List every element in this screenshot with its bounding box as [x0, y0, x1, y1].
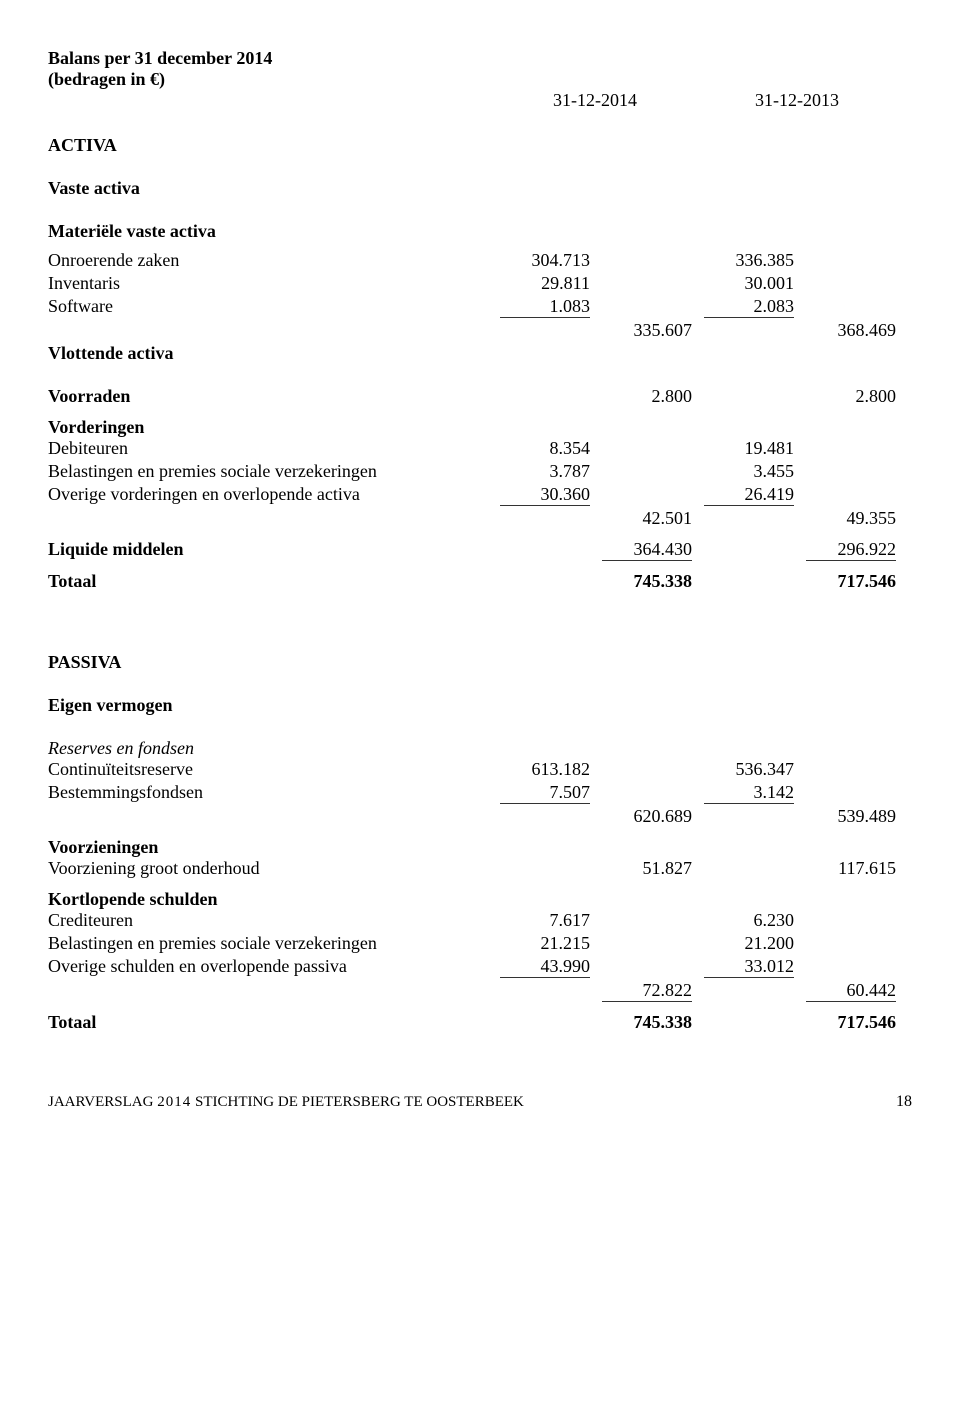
- footer-post: STICHTING DE PIETERSBERG TE OOSTERBEEK: [191, 1094, 524, 1110]
- label-overige-sch: Overige schulden en overlopende passiva: [48, 956, 488, 977]
- row-kort-totaal: 72.822 60.442: [48, 980, 912, 1002]
- val: 539.489: [806, 806, 896, 827]
- label-totaal-passiva: Totaal: [48, 1012, 488, 1033]
- vlottende-header: Vlottende activa: [48, 343, 912, 364]
- label-onroerende: Onroerende zaken: [48, 250, 488, 271]
- val: 2.083: [704, 296, 794, 318]
- val: 717.546: [806, 1012, 896, 1033]
- val: 30.001: [704, 273, 794, 294]
- val: 745.338: [602, 571, 692, 592]
- row-liquide: Liquide middelen 364.430 296.922: [48, 539, 912, 561]
- val: 19.481: [704, 438, 794, 459]
- val: 21.215: [500, 933, 590, 954]
- row-crediteuren: Crediteuren 7.617 6.230: [48, 910, 912, 931]
- val: 7.617: [500, 910, 590, 931]
- label-crediteuren: Crediteuren: [48, 910, 488, 931]
- val: 30.360: [500, 484, 590, 506]
- val: 745.338: [602, 1012, 692, 1033]
- val: 2.800: [602, 386, 692, 407]
- row-passiva-totaal: Totaal 745.338 717.546: [48, 1012, 912, 1033]
- val: 29.811: [500, 273, 590, 294]
- val: 117.615: [806, 858, 896, 879]
- row-inventaris: Inventaris 29.811 30.001: [48, 273, 912, 294]
- val: 296.922: [806, 539, 896, 561]
- date-header-row: 31-12-2014 31-12-2013: [48, 90, 912, 111]
- date-col-2: 31-12-2013: [702, 90, 892, 111]
- row-continuiteitsreserve: Continuïteitsreserve 613.182 536.347: [48, 759, 912, 780]
- label-debiteuren: Debiteuren: [48, 438, 488, 459]
- voorzieningen-header: Voorzieningen: [48, 837, 912, 858]
- label-belastingen-p: Belastingen en premies sociale verzekeri…: [48, 933, 488, 954]
- val: 717.546: [806, 571, 896, 592]
- val: 536.347: [704, 759, 794, 780]
- footer-left: JAARVERSLAG 2014 STICHTING DE PIETERSBER…: [48, 1094, 524, 1111]
- activa-header: ACTIVA: [48, 135, 912, 156]
- label-voorraden: Voorraden: [48, 386, 488, 407]
- val: 3.787: [500, 461, 590, 482]
- val: 368.469: [806, 320, 896, 341]
- row-overige-schulden: Overige schulden en overlopende passiva …: [48, 956, 912, 978]
- val: 620.689: [602, 806, 692, 827]
- passiva-header: PASSIVA: [48, 652, 912, 673]
- label-liquide: Liquide middelen: [48, 539, 488, 560]
- row-voorziening-groot: Voorziening groot onderhoud 51.827 117.6…: [48, 858, 912, 879]
- val: 613.182: [500, 759, 590, 780]
- val: 7.507: [500, 782, 590, 804]
- date-col-1: 31-12-2014: [500, 90, 690, 111]
- val: 49.355: [806, 508, 896, 529]
- row-eigen-totaal: 620.689 539.489: [48, 806, 912, 827]
- materiele-header: Materiële vaste activa: [48, 221, 912, 242]
- label-inventaris: Inventaris: [48, 273, 488, 294]
- label-voorz-groot: Voorziening groot onderhoud: [48, 858, 488, 879]
- val: 304.713: [500, 250, 590, 271]
- val: 336.385: [704, 250, 794, 271]
- vaste-activa-header: Vaste activa: [48, 178, 912, 199]
- label-totaal-activa: Totaal: [48, 571, 488, 592]
- val: 33.012: [704, 956, 794, 978]
- label-overige-vord: Overige vorderingen en overlopende activ…: [48, 484, 488, 505]
- row-debiteuren: Debiteuren 8.354 19.481: [48, 438, 912, 459]
- val: 26.419: [704, 484, 794, 506]
- footer-pre: JAARVERSLAG: [48, 1094, 157, 1110]
- val: 364.430: [602, 539, 692, 561]
- val: 43.990: [500, 956, 590, 978]
- val: 21.200: [704, 933, 794, 954]
- label-belastingen: Belastingen en premies sociale verzekeri…: [48, 461, 488, 482]
- label-continuit: Continuïteitsreserve: [48, 759, 488, 780]
- val: 6.230: [704, 910, 794, 931]
- eigen-vermogen-header: Eigen vermogen: [48, 695, 912, 716]
- val: 72.822: [602, 980, 692, 1002]
- row-vorderingen-totaal: 42.501 49.355: [48, 508, 912, 529]
- row-belastingen-activa: Belastingen en premies sociale verzekeri…: [48, 461, 912, 482]
- label-bestemming: Bestemmingsfondsen: [48, 782, 488, 803]
- vorderingen-header: Vorderingen: [48, 417, 912, 438]
- val: 3.142: [704, 782, 794, 804]
- row-belastingen-passiva: Belastingen en premies sociale verzekeri…: [48, 933, 912, 954]
- row-software: Software 1.083 2.083: [48, 296, 912, 318]
- row-bestemmingsfondsen: Bestemmingsfondsen 7.507 3.142: [48, 782, 912, 804]
- val: 3.455: [704, 461, 794, 482]
- val: 1.083: [500, 296, 590, 318]
- val: 2.800: [806, 386, 896, 407]
- kortlopende-header: Kortlopende schulden: [48, 889, 912, 910]
- title-line-1: Balans per 31 december 2014: [48, 48, 912, 69]
- label-software: Software: [48, 296, 488, 317]
- footer-year: 2014: [157, 1094, 191, 1110]
- page-footer: JAARVERSLAG 2014 STICHTING DE PIETERSBER…: [48, 1093, 912, 1111]
- row-activa-totaal: Totaal 745.338 717.546: [48, 571, 912, 592]
- title-line-2: (bedragen in €): [48, 69, 912, 90]
- reserves-header: Reserves en fondsen: [48, 738, 912, 759]
- val: 42.501: [602, 508, 692, 529]
- val: 8.354: [500, 438, 590, 459]
- row-overige-vorderingen: Overige vorderingen en overlopende activ…: [48, 484, 912, 506]
- row-onroerende: Onroerende zaken 304.713 336.385: [48, 250, 912, 271]
- val: 335.607: [602, 320, 692, 341]
- val: 60.442: [806, 980, 896, 1002]
- row-materiele-totaal: 335.607 368.469: [48, 320, 912, 341]
- row-voorraden: Voorraden 2.800 2.800: [48, 386, 912, 407]
- page-number: 18: [896, 1093, 912, 1111]
- val: 51.827: [602, 858, 692, 879]
